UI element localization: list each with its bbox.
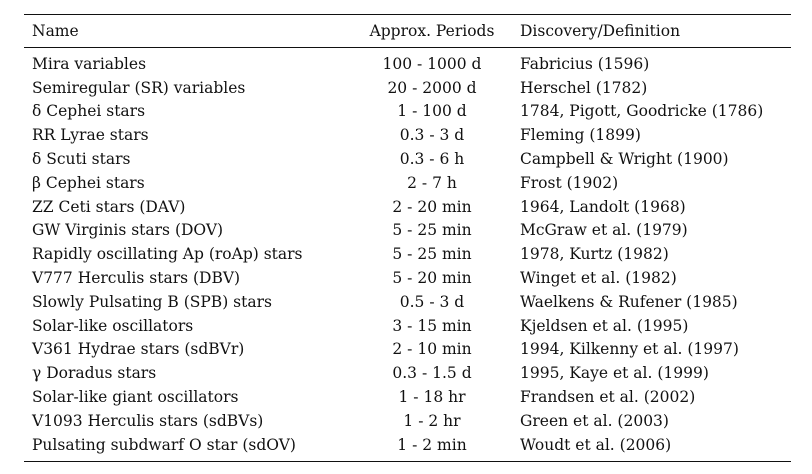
table-row: β Cephei stars 2 - 7 h Frost (1902) (24, 171, 791, 195)
header-name: Name (32, 22, 79, 40)
star-class-name-cell: Rapidly oscillating Ap (roAp) stars (32, 245, 303, 264)
discovery-cell: Frandsen et al. (2002) (520, 388, 696, 407)
approx-period-cell: 2 - 7 h (407, 173, 457, 192)
discovery-cell: 1994, Kilkenny et al. (1997) (520, 340, 739, 359)
discovery-cell: 1964, Landolt (1968) (520, 197, 686, 216)
discovery-cell: 1784, Pigott, Goodricke (1786) (520, 102, 764, 121)
table-row: Solar-like oscillators 3 - 15 min Kjeldsen… (24, 314, 791, 338)
discovery-cell: Winget et al. (1982) (520, 269, 677, 288)
discovery-cell: Fabricius (1596) (520, 54, 650, 73)
discovery-cell: McGraw et al. (1979) (520, 221, 688, 240)
star-class-name-cell: Semiregular (SR) variables (32, 78, 246, 97)
table-row: Slowly Pulsating B (SPB) stars 0.5 - 3 d W… (24, 290, 791, 314)
table-row: Semiregular (SR) variables 20 - 2000 d Her… (24, 76, 791, 100)
approx-period-cell: 0.3 - 6 h (399, 150, 465, 169)
table-body: Mira variables 100 - 1000 d Fabricius (159… (24, 48, 791, 462)
star-class-name-cell: RR Lyrae stars (32, 126, 149, 145)
discovery-cell: 1995, Kaye et al. (1999) (520, 364, 709, 383)
star-class-name-cell: V1093 Herculis stars (sdBVs) (32, 411, 264, 430)
star-class-name-cell: δ Cephei stars (32, 102, 146, 121)
discovery-cell: Frost (1902) (520, 173, 619, 192)
header-period: Approx. Periods (369, 22, 495, 40)
star-class-name-cell: β Cephei stars (32, 173, 145, 192)
table-row: Solar-like giant oscillators 1 - 18 hr Fra… (24, 385, 791, 409)
discovery-cell: Kjeldsen et al. (1995) (520, 316, 689, 335)
approx-period-cell: 5 - 25 min (392, 245, 472, 264)
star-class-name-cell: GW Virginis stars (DOV) (32, 221, 224, 240)
table-row: γ Doradus stars 0.3 - 1.5 d 1995, Kaye et … (24, 361, 791, 385)
header-row: Name Approx. Periods Discovery/Definitio… (24, 14, 791, 48)
approx-period-cell: 5 - 25 min (392, 221, 472, 240)
discovery-cell: Fleming (1899) (520, 126, 641, 145)
discovery-cell: Campbell & Wright (1900) (520, 150, 729, 169)
approx-period-cell: 1 - 2 hr (403, 411, 461, 430)
approx-period-cell: 2 - 10 min (392, 340, 472, 359)
star-class-name-cell: δ Scuti stars (32, 150, 131, 169)
approx-period-cell: 2 - 20 min (392, 197, 472, 216)
approx-period-cell: 5 - 20 min (392, 269, 472, 288)
discovery-cell: Woudt et al. (2006) (520, 435, 672, 454)
approx-period-cell: 1 - 100 d (397, 102, 467, 121)
star-class-name-cell: V777 Herculis stars (DBV) (32, 269, 241, 288)
table-row: Mira variables 100 - 1000 d Fabricius (159… (24, 48, 791, 76)
table-row: V361 Hydrae stars (sdBVr) 2 - 10 min 1994,… (24, 338, 791, 362)
star-class-name-cell: γ Doradus stars (32, 364, 157, 383)
star-class-name-cell: V361 Hydrae stars (sdBVr) (32, 340, 245, 359)
approx-period-cell: 20 - 2000 d (387, 78, 477, 97)
table-row: V1093 Herculis stars (sdBVs) 1 - 2 hr Gree… (24, 409, 791, 433)
table-row: V777 Herculis stars (DBV) 5 - 20 min Winge… (24, 266, 791, 290)
table-row: RR Lyrae stars 0.3 - 3 d Fleming (1899) (24, 123, 791, 147)
table-header: Name Approx. Periods Discovery/Definitio… (24, 14, 791, 48)
approx-period-cell: 3 - 15 min (392, 316, 472, 335)
approx-period-cell: 0.3 - 3 d (399, 126, 465, 145)
table-row: Rapidly oscillating Ap (roAp) stars 5 - 2… (24, 242, 791, 266)
pulsating-stars-table-container: Name Approx. Periods Discovery/Definitio… (24, 14, 791, 462)
discovery-cell: Green et al. (2003) (520, 411, 669, 430)
star-class-name-cell: ZZ Ceti stars (DAV) (32, 197, 186, 216)
discovery-cell: Waelkens & Rufener (1985) (520, 292, 738, 311)
table-row: ZZ Ceti stars (DAV) 2 - 20 min 1964, Lando… (24, 195, 791, 219)
approx-period-cell: 1 - 18 hr (398, 388, 466, 407)
star-class-name-cell: Pulsating subdwarf O star (sdOV) (32, 435, 296, 454)
star-class-name-cell: Mira variables (32, 54, 147, 73)
approx-period-cell: 100 - 1000 d (382, 54, 482, 73)
star-class-name-cell: Solar-like giant oscillators (32, 388, 239, 407)
table-row: δ Cephei stars 1 - 100 d 1784, Pigott, Goo… (24, 100, 791, 124)
approx-period-cell: 0.5 - 3 d (399, 292, 465, 311)
table-row: GW Virginis stars (DOV) 5 - 25 min McGraw … (24, 219, 791, 243)
discovery-cell: 1978, Kurtz (1982) (520, 245, 669, 264)
table-row: δ Scuti stars 0.3 - 6 h Campbell & Wright … (24, 147, 791, 171)
discovery-cell: Herschel (1782) (520, 78, 648, 97)
approx-period-cell: 0.3 - 1.5 d (392, 364, 472, 383)
approx-period-cell: 1 - 2 min (397, 435, 467, 454)
star-class-name-cell: Solar-like oscillators (32, 316, 194, 335)
star-class-name-cell: Slowly Pulsating B (SPB) stars (32, 292, 272, 311)
pulsating-stars-table: Name Approx. Periods Discovery/Definitio… (24, 14, 791, 462)
header-discovery: Discovery/Definition (520, 22, 681, 40)
table-row: Pulsating subdwarf O star (sdOV) 1 - 2 mi… (24, 433, 791, 462)
